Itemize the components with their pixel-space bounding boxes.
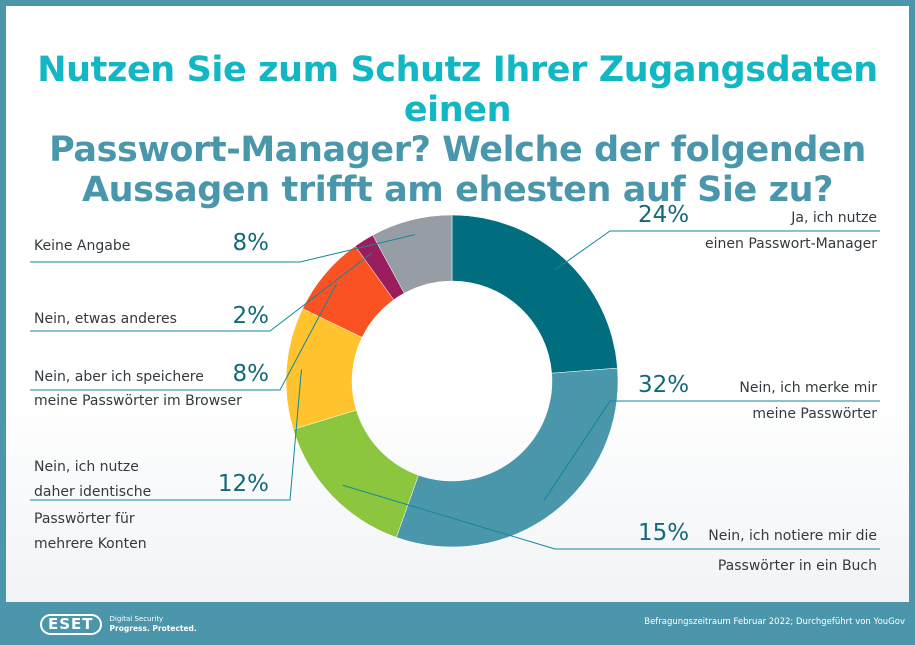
slice-label-2-line-1: Nein, ich merke mir <box>739 380 877 396</box>
slice-value-6: 2% <box>233 303 270 329</box>
slice-labels: 24% Ja, ich nutze einen Passwort-Manager 32… <box>34 202 877 574</box>
chart-title: Nutzen Sie zum Schutz Ihrer Zugangsdaten… <box>6 50 909 210</box>
title-line-1: Nutzen Sie zum Schutz Ihrer Zugangsdaten… <box>37 50 878 130</box>
donut-slices <box>285 214 619 548</box>
leader-line-6 <box>30 252 373 332</box>
slice-label-4-line-2: daher identische <box>34 484 151 500</box>
slice-label-2-line-2: meine Passwörter <box>752 406 877 422</box>
slice-label-5-line-1: Nein, aber ich speichere <box>34 369 204 385</box>
leader-lines <box>30 230 880 550</box>
slice-value-2: 32% <box>638 372 689 398</box>
title-line-2: Passwort-Manager? Welche der folgenden <box>49 130 866 170</box>
leader-line-5 <box>30 283 337 391</box>
leader-line-3 <box>342 484 880 550</box>
leader-line-1 <box>554 230 880 271</box>
donut-chart: 24% Ja, ich nutze einen Passwort-Manager 32… <box>30 202 880 574</box>
slice-label-4-line-3: Passwörter für <box>34 511 135 527</box>
slice-1 <box>451 214 618 374</box>
slice-label-3-line-1: Nein, ich notiere mir die <box>708 528 877 544</box>
leader-line-7 <box>30 234 415 263</box>
slice-label-4-line-4: mehrere Konten <box>34 536 147 552</box>
eset-logo-mark: ESET <box>40 613 102 635</box>
slice-value-7: 8% <box>233 230 270 256</box>
slice-value-1: 24% <box>638 202 689 228</box>
slice-label-4-line-1: Nein, ich nutze <box>34 459 139 475</box>
footer-bar: ESET Digital Security Progress. Protecte… <box>0 602 915 645</box>
slice-value-5: 8% <box>233 361 270 387</box>
slice-value-4: 12% <box>218 471 269 497</box>
slice-label-5-line-2: meine Passwörter im Browser <box>34 393 242 409</box>
title-line-3: Aussagen trifft am ehesten auf Sie zu? <box>81 170 834 210</box>
slice-label-1-line-1: Ja, ich nutze <box>790 210 877 226</box>
slice-label-3-line-2: Passwörter in ein Buch <box>718 558 877 574</box>
slice-2 <box>395 367 619 548</box>
slice-value-3: 15% <box>638 520 689 546</box>
logo-tagline: Digital Security Progress. Protected. <box>110 614 197 634</box>
eset-logo: ESET Digital Security Progress. Protecte… <box>40 612 197 636</box>
slice-3 <box>292 409 419 538</box>
leader-line-2 <box>543 400 880 502</box>
slice-label-1-line-2: einen Passwort-Manager <box>705 236 877 252</box>
slice-label-7-line-1: Keine Angabe <box>34 238 130 254</box>
tagline-line-1: Digital Security <box>109 615 164 623</box>
slice-7 <box>372 214 453 294</box>
tagline-line-2: Progress. Protected. <box>109 624 197 633</box>
slice-label-6-line-1: Nein, etwas anderes <box>34 311 177 327</box>
source-note: Befragungszeitraum Februar 2022; Durchge… <box>644 617 905 627</box>
leader-line-4 <box>30 369 302 501</box>
